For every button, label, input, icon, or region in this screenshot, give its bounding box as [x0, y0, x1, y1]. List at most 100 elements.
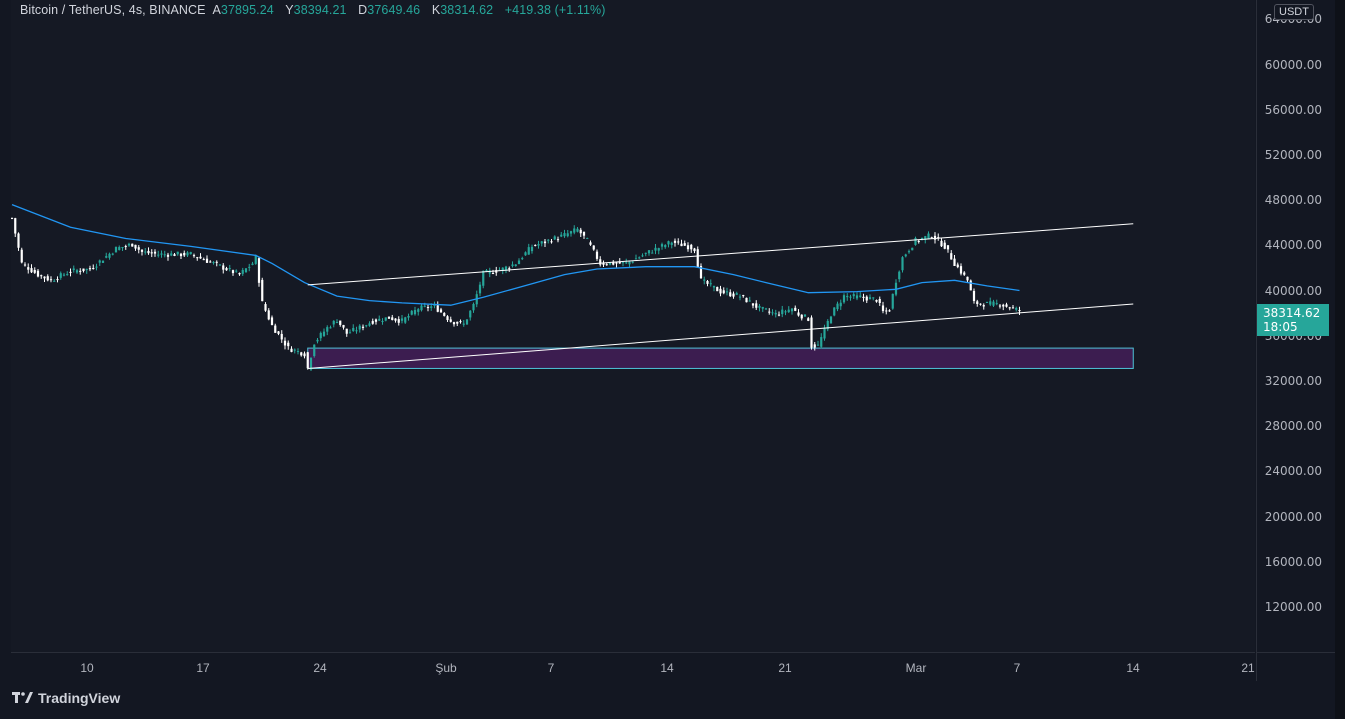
- candle-body: [576, 228, 579, 232]
- candle-body: [303, 353, 306, 357]
- candle-body: [924, 236, 927, 240]
- candle-body: [582, 231, 586, 236]
- close-value: 38314.62: [440, 3, 494, 17]
- candle-body: [742, 295, 745, 297]
- candle-body: [907, 251, 911, 253]
- candle-body: [404, 317, 407, 323]
- candle-body: [735, 293, 738, 295]
- candle-body: [885, 310, 888, 312]
- candle-body: [738, 296, 742, 298]
- candle-body: [852, 294, 855, 297]
- time-tick-label: 7: [547, 661, 555, 675]
- price-tick-label: 44000.00: [1264, 238, 1322, 253]
- candle-body: [833, 307, 836, 316]
- candle-body: [186, 252, 189, 256]
- candle-body: [124, 246, 127, 248]
- candle-body: [933, 235, 937, 240]
- candle-body: [693, 248, 696, 252]
- candle-body: [1011, 307, 1015, 309]
- candle-body: [20, 249, 23, 263]
- candle-body: [371, 321, 374, 324]
- candle-body: [274, 325, 277, 333]
- candle-body: [829, 316, 833, 324]
- candle-body: [66, 274, 69, 276]
- candle-body: [183, 252, 186, 256]
- open-value: 37895.24: [220, 3, 274, 17]
- candle-body: [521, 258, 524, 260]
- candle-body: [413, 310, 417, 315]
- candle-body: [820, 337, 823, 347]
- candle-body: [423, 305, 426, 307]
- candle-body: [537, 244, 540, 246]
- candle-body: [79, 270, 82, 272]
- candle-body: [335, 322, 339, 324]
- candle-body: [290, 348, 293, 352]
- candle-body: [316, 339, 319, 342]
- high-label: Y: [285, 3, 294, 17]
- candle-body: [456, 321, 459, 324]
- candle-body: [436, 305, 439, 312]
- candle-body: [196, 257, 199, 259]
- candle-body: [153, 251, 157, 254]
- candle-body: [781, 309, 784, 315]
- candle-body: [982, 305, 985, 307]
- candle-body: [878, 298, 881, 303]
- price-chart[interactable]: [11, 0, 1255, 652]
- candle-body: [287, 342, 290, 347]
- candle-body: [540, 241, 543, 244]
- candle-body: [56, 279, 59, 281]
- candle-body: [95, 266, 98, 268]
- candle-body: [27, 267, 30, 270]
- time-tick-label: 14: [660, 661, 674, 675]
- candle-body: [131, 243, 134, 247]
- candle-body: [690, 244, 693, 250]
- candle-body: [992, 301, 995, 306]
- candle-body: [306, 352, 309, 369]
- candle-body: [296, 350, 300, 352]
- candle-body: [725, 291, 729, 293]
- candle-body: [875, 300, 878, 302]
- candle-body: [729, 292, 732, 297]
- lower-trendline: [307, 303, 1134, 369]
- candle-body: [985, 301, 989, 303]
- candle-body: [855, 295, 859, 299]
- brand-name: TradingView: [38, 690, 121, 706]
- candle-body: [615, 262, 618, 264]
- candle-body: [989, 301, 992, 305]
- candle-body: [972, 290, 976, 302]
- candle-body: [917, 241, 920, 243]
- candle-body: [384, 317, 387, 321]
- candle-body: [920, 237, 924, 240]
- high-value: 38394.21: [293, 3, 347, 17]
- candle-body: [764, 308, 768, 310]
- tradingview-branding[interactable]: TradingView: [12, 690, 120, 706]
- candle-body: [547, 239, 550, 241]
- candle-body: [930, 237, 933, 239]
- symbol-title[interactable]: Bitcoin / TetherUS, 4s, BINANCE: [20, 3, 206, 17]
- candle-body: [192, 255, 196, 257]
- candle-body: [956, 264, 959, 268]
- price-tick-label: 24000.00: [1264, 464, 1322, 479]
- candle-body: [881, 305, 885, 312]
- candle-body: [657, 248, 660, 251]
- currency-badge[interactable]: USDT: [1274, 4, 1314, 20]
- candle-body: [407, 315, 410, 318]
- candle-body: [439, 309, 443, 313]
- candle-body: [868, 297, 872, 300]
- candle-body: [696, 249, 699, 268]
- candle-body: [667, 241, 670, 245]
- page-scrollbar[interactable]: [1335, 0, 1345, 719]
- candle-body: [88, 268, 92, 270]
- candle-body: [241, 269, 244, 274]
- candle-body: [530, 246, 534, 252]
- time-axis[interactable]: 10 17 24 Şub 7 14 21 Mar 7 14 21: [11, 652, 1255, 681]
- candle-body: [560, 234, 563, 237]
- candle-body: [36, 270, 40, 277]
- candle-body: [452, 322, 456, 325]
- candle-body: [205, 258, 209, 263]
- candle-body: [355, 330, 358, 332]
- chart-pane[interactable]: [11, 0, 1255, 652]
- candle-body: [410, 310, 413, 315]
- candle-body: [940, 240, 943, 247]
